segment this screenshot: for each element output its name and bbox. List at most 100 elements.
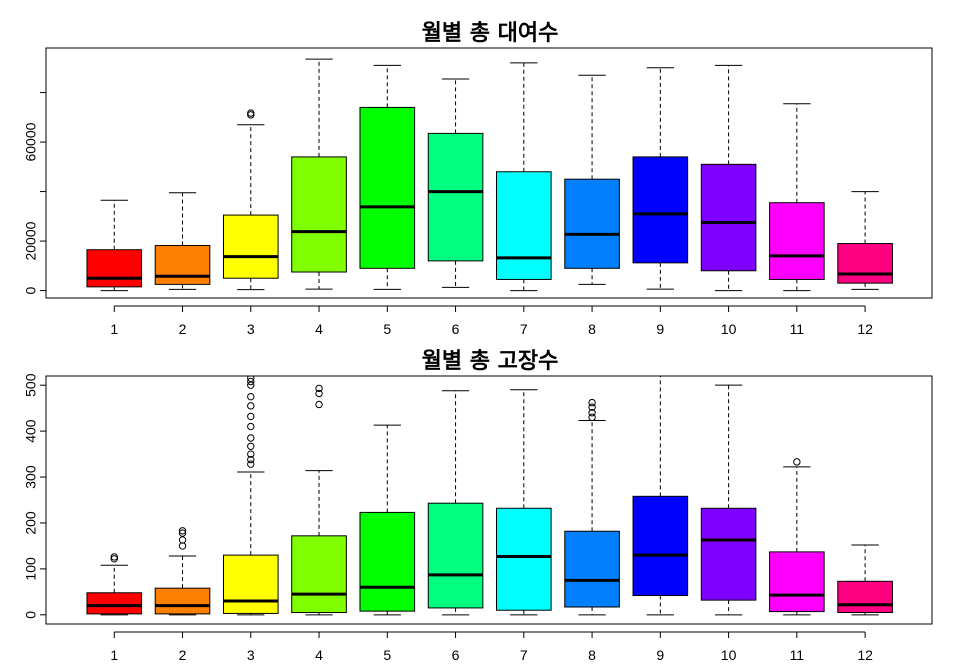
box-month-7 — [496, 62, 552, 292]
x-tick-label: 7 — [520, 647, 528, 663]
box-month-9 — [632, 376, 689, 616]
outlier-point — [247, 412, 255, 421]
plot-frame — [45, 375, 933, 625]
y-tick-label: 100 — [23, 557, 39, 581]
chart-title: 월별 총 고장수 — [422, 349, 559, 374]
box-month-8 — [564, 74, 620, 285]
iqr-box — [222, 214, 279, 279]
box-month-4 — [291, 384, 347, 616]
x-tick-label: 11 — [790, 647, 805, 663]
box-month-5 — [359, 424, 416, 616]
iqr-box — [427, 502, 484, 609]
outlier-point — [178, 527, 187, 535]
box-month-10 — [700, 384, 757, 616]
x-tick-label: 6 — [452, 647, 460, 663]
box-month-8 — [564, 398, 620, 616]
x-tick-label: 1 — [110, 321, 118, 337]
x-tick-label: 2 — [179, 647, 187, 663]
outlier-point — [315, 389, 323, 398]
outlier-point — [247, 402, 255, 410]
box-month-2 — [154, 192, 211, 290]
y-tick-label: 400 — [23, 419, 39, 443]
x-tick-label: 10 — [721, 321, 737, 337]
outlier-point — [315, 384, 323, 393]
outlier-point — [588, 403, 596, 411]
outlier-point — [247, 109, 255, 117]
x-tick-label: 9 — [656, 321, 664, 337]
x-tick-label: 3 — [247, 647, 255, 663]
outlier-point — [247, 455, 255, 464]
outlier-point — [793, 458, 801, 466]
iqr-box — [837, 580, 893, 614]
iqr-box — [359, 106, 416, 269]
x-tick-label: 7 — [520, 321, 528, 337]
iqr-box — [496, 171, 552, 280]
box-month-4 — [291, 58, 347, 290]
plot-frame — [45, 47, 933, 299]
x-tick-label: 4 — [315, 647, 323, 663]
box-month-1 — [86, 553, 143, 616]
y-tick-label: 0 — [23, 286, 39, 294]
iqr-box — [291, 535, 347, 614]
box-month-7 — [496, 389, 552, 616]
outlier-point — [588, 398, 596, 407]
x-tick-label: 12 — [857, 647, 873, 663]
x-tick-label: 12 — [857, 321, 873, 337]
outlier-point — [247, 422, 255, 431]
outlier-point — [315, 400, 323, 409]
outlier-point — [588, 409, 596, 417]
box-month-11 — [769, 103, 825, 292]
iqr-box — [427, 132, 484, 262]
x-tick-label: 6 — [452, 321, 460, 337]
box-month-9 — [632, 67, 689, 290]
box-month-12 — [837, 191, 893, 290]
outlier-point — [110, 553, 118, 561]
iqr-box — [291, 156, 347, 273]
y-tick-label: 200 — [23, 511, 39, 535]
box-month-3 — [222, 109, 279, 291]
box-month-11 — [769, 458, 825, 616]
iqr-box — [496, 507, 552, 611]
outlier-point — [247, 377, 255, 386]
box-month-2 — [154, 527, 211, 616]
box-month-3 — [222, 376, 279, 616]
box-month-12 — [837, 544, 893, 616]
iqr-box — [632, 156, 689, 264]
iqr-box — [154, 587, 211, 615]
x-tick-label: 3 — [247, 321, 255, 337]
box-month-5 — [359, 64, 416, 290]
y-tick-label: 20000 — [23, 221, 39, 260]
iqr-box — [222, 554, 279, 614]
y-tick-label: 60000 — [23, 122, 39, 161]
y-tick-label: 0 — [23, 611, 39, 619]
outlier-point — [247, 392, 255, 401]
iqr-box — [359, 511, 416, 612]
x-tick-label: 2 — [179, 321, 187, 337]
box-month-6 — [427, 390, 484, 616]
x-tick-label: 8 — [588, 321, 596, 337]
outlier-point — [588, 413, 596, 422]
iqr-box — [564, 530, 620, 608]
x-tick-label: 11 — [790, 321, 805, 337]
plot-area — [86, 58, 893, 292]
y-tick-label: 300 — [23, 465, 39, 489]
x-tick-label: 5 — [383, 647, 391, 663]
box-month-6 — [427, 78, 484, 288]
iqr-box — [769, 202, 825, 280]
x-tick-label: 10 — [721, 647, 737, 663]
x-tick-label: 1 — [110, 647, 118, 663]
plot-area — [86, 376, 893, 616]
iqr-box — [837, 243, 893, 284]
outlier-point — [247, 450, 255, 458]
x-tick-label: 4 — [315, 321, 323, 337]
iqr-box — [632, 495, 689, 597]
iqr-box — [769, 551, 825, 613]
iqr-box — [700, 163, 757, 272]
iqr-box — [154, 245, 211, 285]
x-tick-label: 8 — [588, 647, 596, 663]
chart-title: 월별 총 대여수 — [422, 21, 559, 46]
outlier-point — [247, 376, 255, 382]
